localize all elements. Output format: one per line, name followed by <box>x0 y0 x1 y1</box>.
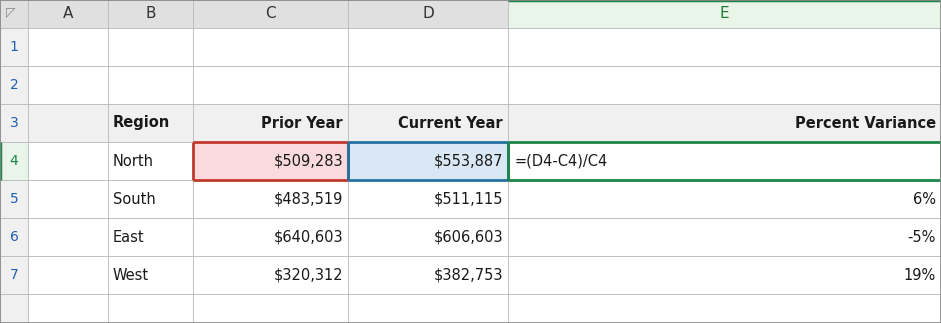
Text: 3: 3 <box>9 116 19 130</box>
Text: 4: 4 <box>9 154 19 168</box>
Text: 5: 5 <box>9 192 19 206</box>
Bar <box>0 142 28 180</box>
Bar <box>108 218 193 256</box>
Bar <box>28 218 108 256</box>
Bar <box>28 104 108 142</box>
Bar <box>193 180 348 218</box>
Bar <box>348 0 508 28</box>
Text: C: C <box>265 6 276 22</box>
Bar <box>0 104 28 142</box>
Text: B: B <box>145 6 156 22</box>
Text: =(D4-C4)/C4: =(D4-C4)/C4 <box>515 153 608 169</box>
Text: 2: 2 <box>9 78 19 92</box>
Bar <box>193 142 348 180</box>
Bar <box>348 218 508 256</box>
Text: -5%: -5% <box>908 230 936 245</box>
Text: $606,603: $606,603 <box>434 230 503 245</box>
Text: Prior Year: Prior Year <box>262 116 343 130</box>
Text: East: East <box>113 230 145 245</box>
Bar <box>508 294 941 323</box>
Bar <box>0 28 28 66</box>
Bar <box>193 104 348 142</box>
Bar <box>348 294 508 323</box>
Bar <box>508 0 941 28</box>
Bar <box>193 294 348 323</box>
Text: A: A <box>63 6 73 22</box>
Bar <box>28 256 108 294</box>
Bar <box>508 66 941 104</box>
Text: 6%: 6% <box>913 192 936 206</box>
Text: $553,887: $553,887 <box>434 153 503 169</box>
Bar <box>508 28 941 66</box>
Bar <box>0 218 28 256</box>
Bar <box>193 218 348 256</box>
Text: D: D <box>423 6 434 22</box>
Bar <box>348 180 508 218</box>
Bar <box>108 180 193 218</box>
Bar <box>108 66 193 104</box>
Bar <box>0 180 28 218</box>
Text: 7: 7 <box>9 268 19 282</box>
Text: Region: Region <box>113 116 170 130</box>
Text: ◸: ◸ <box>7 5 16 18</box>
Bar <box>28 0 108 28</box>
Bar <box>193 256 348 294</box>
Text: 1: 1 <box>9 40 19 54</box>
Bar <box>28 28 108 66</box>
Bar <box>348 256 508 294</box>
Text: $320,312: $320,312 <box>274 267 343 283</box>
Bar <box>348 66 508 104</box>
Bar <box>28 66 108 104</box>
Bar <box>348 142 508 180</box>
Bar <box>28 142 108 180</box>
Text: $382,753: $382,753 <box>434 267 503 283</box>
Bar <box>0 256 28 294</box>
Bar <box>0 66 28 104</box>
Bar <box>508 142 941 180</box>
Bar <box>508 256 941 294</box>
Text: $483,519: $483,519 <box>274 192 343 206</box>
Text: 6: 6 <box>9 230 19 244</box>
Bar <box>0 294 28 323</box>
Bar <box>193 0 348 28</box>
Bar <box>508 104 941 142</box>
Bar <box>108 142 193 180</box>
Bar <box>28 180 108 218</box>
Bar <box>108 28 193 66</box>
Text: $511,115: $511,115 <box>434 192 503 206</box>
Bar <box>508 180 941 218</box>
Bar <box>108 256 193 294</box>
Text: $640,603: $640,603 <box>274 230 343 245</box>
Text: $509,283: $509,283 <box>274 153 343 169</box>
Bar <box>0 0 28 28</box>
Bar <box>348 28 508 66</box>
Bar <box>108 104 193 142</box>
Bar <box>108 0 193 28</box>
Bar <box>508 218 941 256</box>
Text: Current Year: Current Year <box>398 116 503 130</box>
Text: West: West <box>113 267 149 283</box>
Bar <box>193 66 348 104</box>
Bar <box>348 104 508 142</box>
Bar <box>28 294 108 323</box>
Text: South: South <box>113 192 156 206</box>
Text: E: E <box>720 6 729 22</box>
Text: Percent Variance: Percent Variance <box>795 116 936 130</box>
Text: North: North <box>113 153 154 169</box>
Bar <box>108 294 193 323</box>
Bar <box>193 28 348 66</box>
Text: 19%: 19% <box>903 267 936 283</box>
